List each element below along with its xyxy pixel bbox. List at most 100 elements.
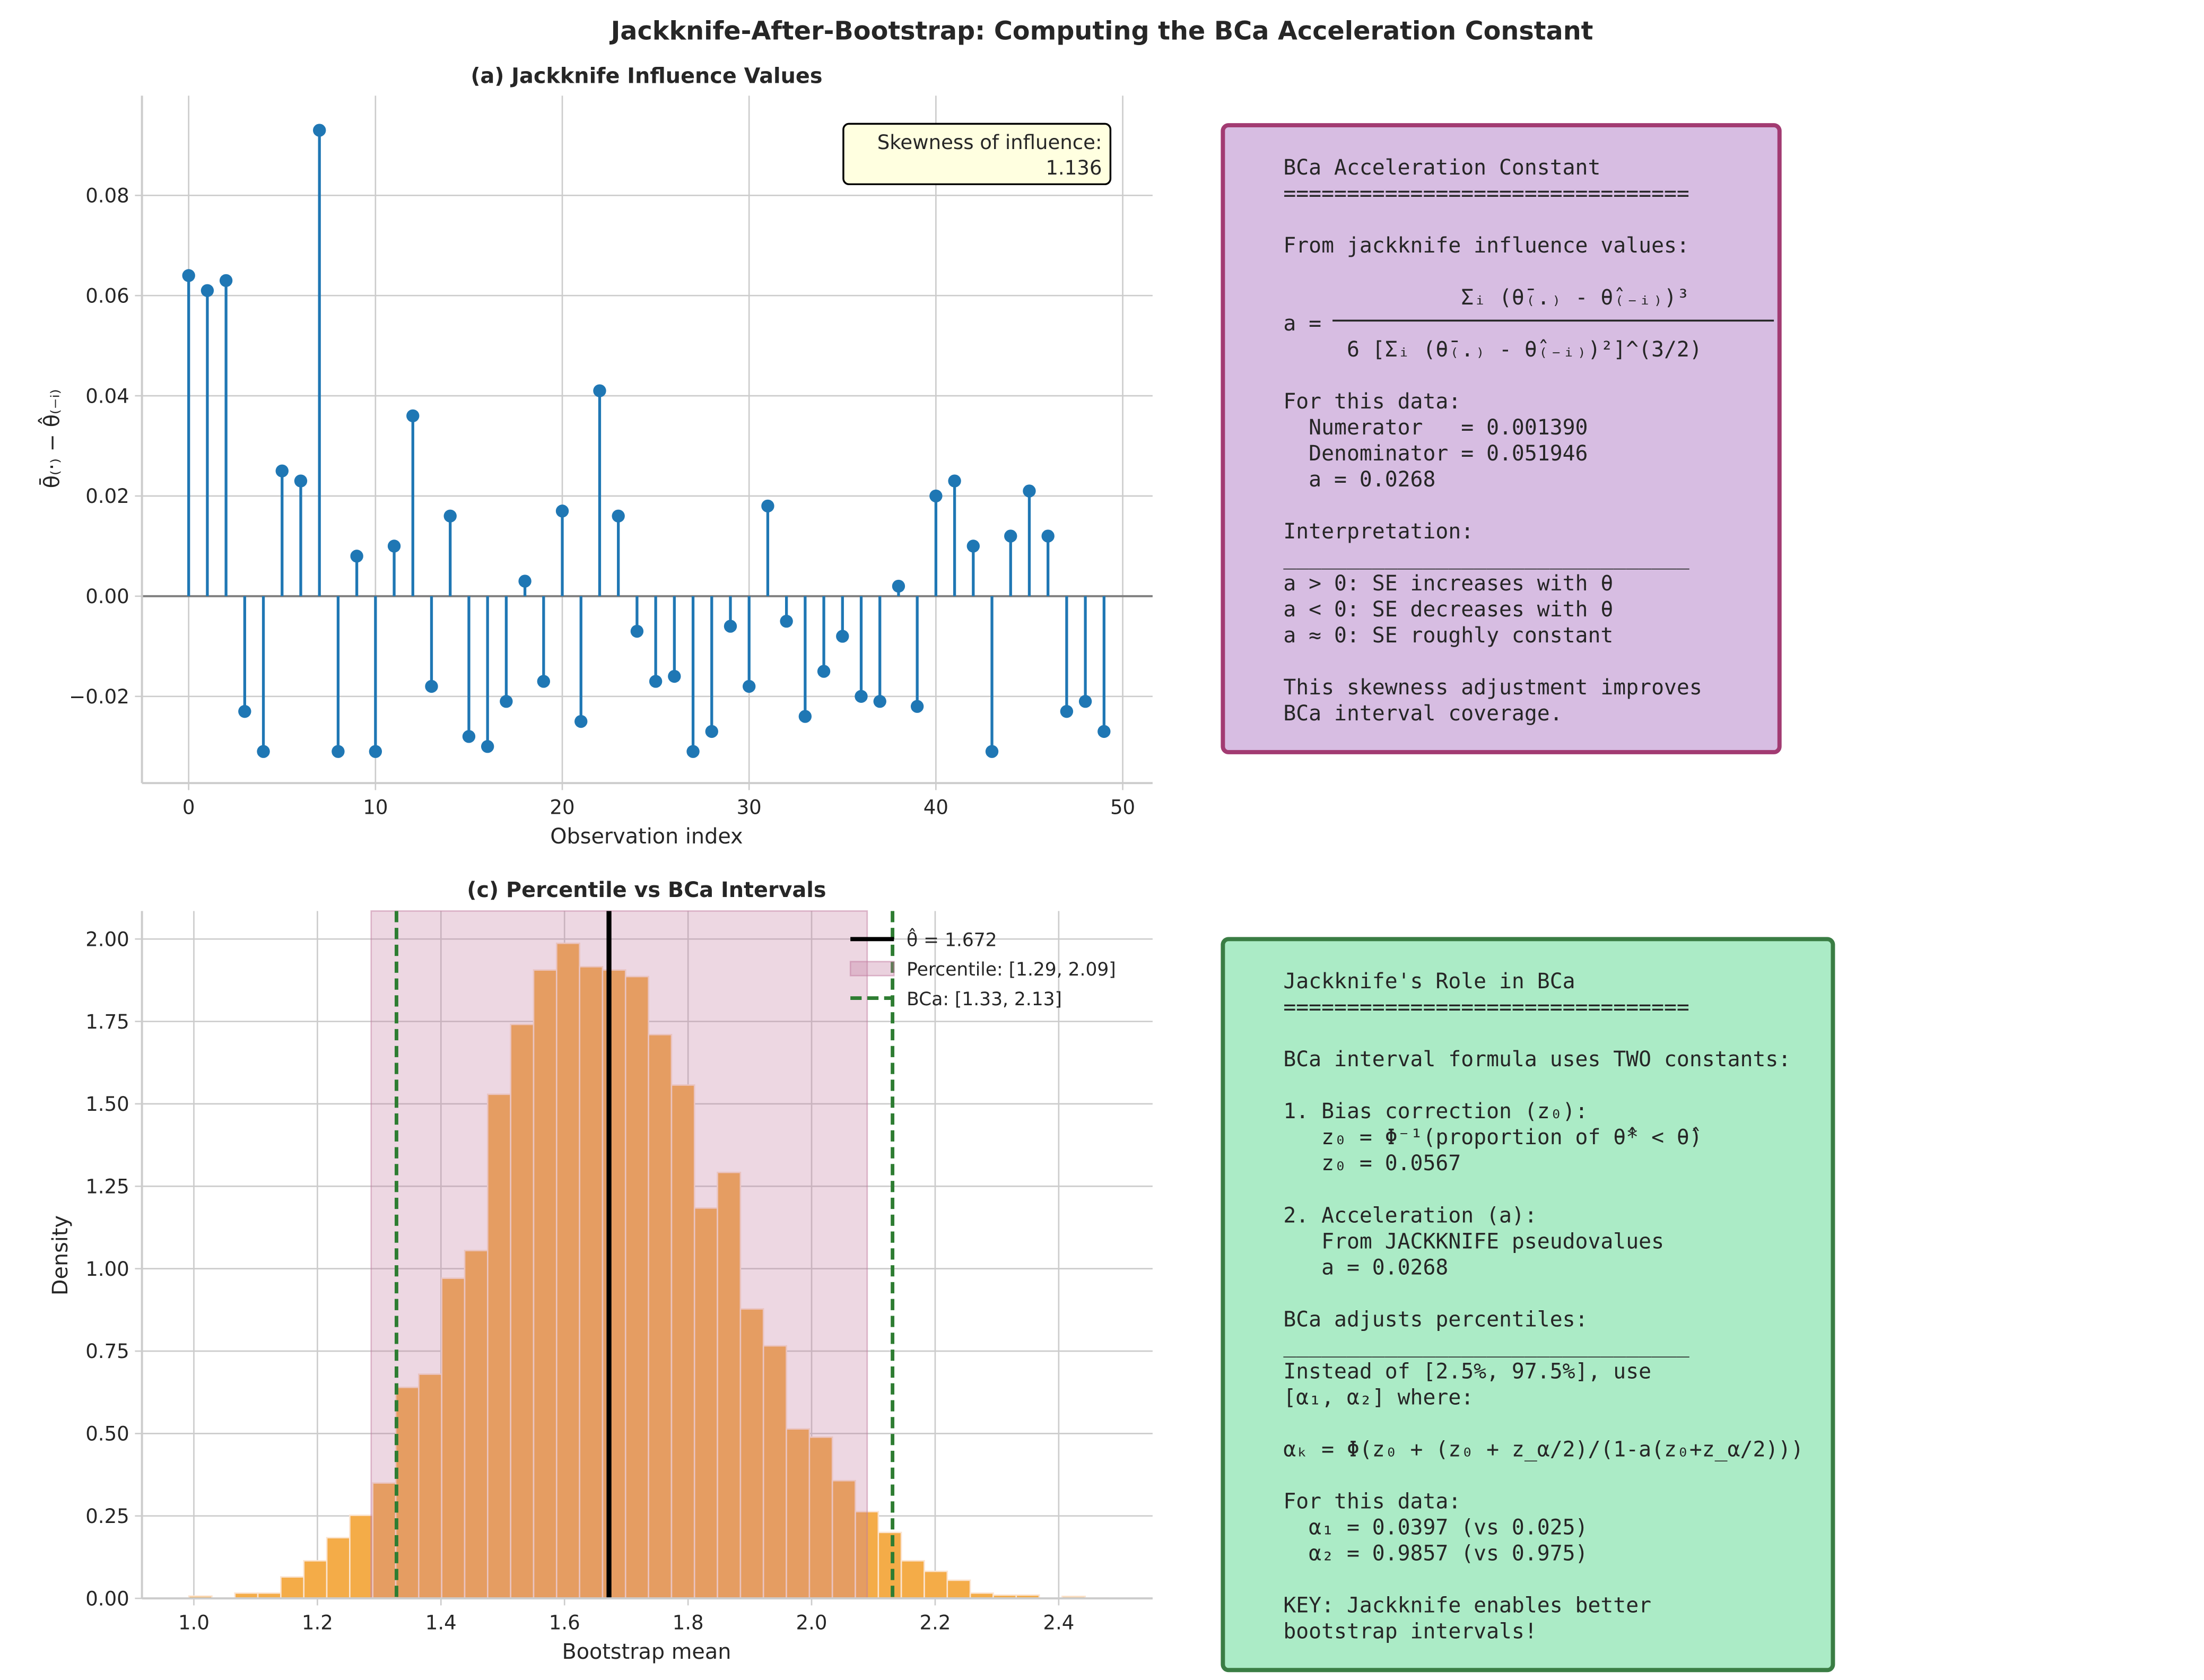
stem-marker: [369, 745, 382, 758]
y-tick-label: 0.04: [85, 385, 129, 407]
stem-marker: [630, 624, 644, 638]
y-tick-label: 0.00: [85, 585, 129, 608]
y-tick-label: 0.50: [85, 1423, 129, 1446]
legend-label: BCa: [1.33, 2.13]: [907, 989, 1062, 1010]
panel-text-line: For this data:: [1283, 389, 1461, 414]
panel-text-line: αₖ = Φ(z₀ + (z₀ + z_α/2)/(1-a(z₀+z_α/2))…: [1283, 1437, 1804, 1461]
panel-text-line: a = 0.0268: [1283, 467, 1435, 492]
panel-text-line: Interpretation:: [1283, 519, 1474, 544]
y-tick-label: 1.25: [85, 1176, 129, 1198]
stem-marker: [985, 745, 999, 758]
histogram-bar: [762, 1345, 787, 1599]
plot-a-ylabel: θ̄₍·₎ − θ̂₍₋ᵢ₎: [39, 389, 64, 489]
stem-marker: [425, 680, 438, 693]
panel-text-line: Jackknife's Role in BCa: [1283, 969, 1575, 994]
panel-text-line: a ≈ 0: SE roughly constant: [1283, 623, 1613, 648]
panel-text-line: This skewness adjustment improves: [1283, 675, 1702, 700]
stem-marker: [780, 614, 793, 628]
stem-marker: [817, 665, 831, 678]
stem-marker: [1023, 484, 1036, 498]
panel-text-line: a = 0.0268: [1283, 1255, 1448, 1279]
x-tick-label: 10: [363, 796, 388, 819]
legend-percentile-swatch: [849, 961, 895, 977]
stem-marker: [1078, 695, 1092, 708]
panel-text-line: From jackknife influence values:: [1283, 233, 1689, 258]
stem-marker: [537, 675, 550, 688]
stem-marker: [593, 384, 606, 397]
x-tick-label: 2.4: [1043, 1611, 1074, 1634]
x-tick-label: 1.4: [425, 1611, 457, 1634]
histogram-bar: [877, 1531, 902, 1599]
x-tick-label: 20: [550, 796, 574, 819]
histogram-bar: [372, 1482, 397, 1599]
stem-marker: [668, 669, 681, 683]
stem-marker: [948, 474, 961, 488]
panel-text-line: 2. Acceleration (a):: [1283, 1203, 1537, 1228]
plot-c-title: (c) Percentile vs BCa Intervals: [467, 878, 826, 902]
skewness-annotation-box: [842, 123, 1112, 186]
panel-text-line: α₁ = 0.0397 (vs 0.025): [1283, 1516, 1588, 1540]
stem-marker: [1041, 529, 1055, 543]
panel-text-line: 6 [Σᵢ (θ̄₍.₎ - θ̂₍₋ᵢ₎)²]^(3/2): [1283, 337, 1702, 362]
panel-text-line: z₀ = 0.0567: [1283, 1151, 1461, 1176]
y-tick-label: 0.08: [85, 185, 129, 207]
stem-marker: [219, 274, 233, 288]
stem-marker: [350, 550, 363, 563]
y-tick-label: 1.75: [85, 1011, 129, 1033]
y-tick-label: 0.06: [85, 284, 129, 307]
stem-marker: [873, 695, 886, 708]
panel-text-line: Instead of [2.5%, 97.5%], use: [1283, 1359, 1651, 1383]
influence-stem-plot: (a) Jackknife Influence Values Observati…: [39, 64, 1153, 849]
stem-marker: [201, 284, 214, 297]
bootstrap-histogram: (c) Percentile vs BCa Intervals Bootstra…: [48, 878, 1153, 1664]
histogram-bar: [648, 1034, 673, 1599]
panel-text-line: Denominator = 0.051946: [1283, 441, 1588, 466]
histogram-bar: [831, 1479, 856, 1599]
histogram-bar: [349, 1514, 374, 1599]
stem-marker: [798, 710, 812, 723]
stem-marker: [574, 715, 588, 728]
legend: θ̂ = 1.672 Percentile: [1.29, 2.09] BCa: […: [849, 928, 1116, 1010]
panel-text-line: α₂ = 0.9857 (vs 0.975): [1283, 1542, 1588, 1566]
panel-text-line: ================================: [1283, 995, 1689, 1020]
panel-text-line: bootstrap intervals!: [1283, 1620, 1537, 1644]
panel-text-line: ________________________________: [1283, 545, 1689, 570]
stem-marker: [500, 695, 513, 708]
histogram-bar: [555, 942, 580, 1599]
plot-c-xlabel: Bootstrap mean: [562, 1640, 731, 1664]
stem-marker: [966, 539, 980, 553]
stem-marker: [649, 675, 663, 688]
panel-text-line: 1. Bias correction (z₀):: [1283, 1099, 1588, 1124]
histogram-bar: [786, 1428, 811, 1599]
histogram-bar: [303, 1560, 328, 1599]
stem-marker: [836, 630, 849, 643]
panel-text-line: a > 0: SE increases with θ: [1283, 571, 1613, 596]
panel-text-line: BCa interval formula uses TWO constants:: [1283, 1047, 1791, 1072]
skewness-label: Skewness of influence:: [877, 131, 1102, 154]
stem-marker: [182, 269, 195, 282]
panel-text-line: KEY: Jackknife enables better: [1283, 1594, 1651, 1618]
x-tick-label: 50: [1110, 796, 1135, 819]
x-tick-label: 0: [182, 796, 195, 819]
panel-text-line: a =: [1283, 311, 1334, 336]
histogram-bar: [280, 1576, 305, 1599]
y-tick-label: −0.02: [69, 685, 129, 708]
stem-marker: [1060, 704, 1074, 718]
panel-text-line: ================================: [1283, 181, 1689, 206]
stem-marker: [332, 745, 345, 758]
stem-marker: [761, 499, 774, 513]
panel-text-line: z₀ = Φ⁻¹(proportion of θ̂* < θ̂): [1283, 1125, 1702, 1150]
plot-a-title: (a) Jackknife Influence Values: [471, 64, 822, 89]
x-tick-label: 1.0: [178, 1611, 210, 1634]
jackknife-role-text-box: [1221, 937, 1835, 1673]
stem-marker: [1004, 529, 1017, 543]
x-tick-label: 2.0: [796, 1611, 827, 1634]
y-tick-label: 0.02: [85, 485, 129, 508]
plot-c-ylabel: Density: [48, 1215, 73, 1295]
stem-marker: [257, 745, 270, 758]
x-tick-label: 2.2: [919, 1611, 951, 1634]
stem-marker: [892, 579, 905, 593]
stem-marker: [1097, 725, 1111, 738]
